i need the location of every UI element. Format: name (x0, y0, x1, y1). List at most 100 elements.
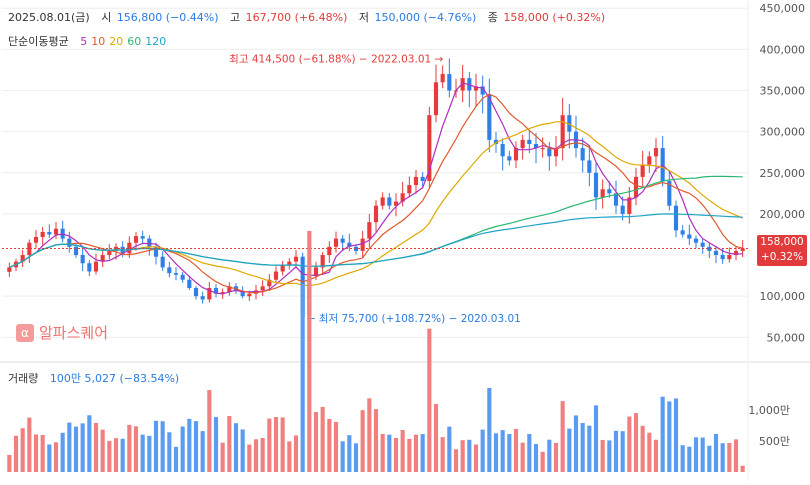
candle-body (473, 86, 479, 91)
high-annotation: 최고 414,500 (−61.88%) − 2022.03.01 → (229, 53, 443, 65)
volume-bar (27, 417, 32, 472)
volume-bar (147, 435, 152, 472)
candle-body (627, 197, 632, 214)
volume-bar (53, 442, 59, 472)
candle-body (547, 148, 552, 157)
volume-bar (347, 435, 352, 472)
ma-legend-item-5[interactable]: 5 (80, 35, 88, 48)
volume-bar (380, 433, 385, 472)
volume-bar (673, 398, 679, 472)
candle-body (107, 250, 112, 256)
volume-bar (333, 421, 339, 472)
candle-body (380, 197, 385, 206)
volume-bar (660, 396, 665, 472)
alpha-logo-icon: α (16, 323, 34, 342)
volume-bar (580, 422, 585, 472)
volume-bar (313, 411, 319, 472)
volume-bar (447, 426, 452, 472)
volume-bar (653, 439, 659, 472)
volume-bar (667, 401, 672, 472)
candle-body (707, 246, 712, 251)
volume-bar (307, 230, 312, 472)
volume-bar (507, 434, 512, 472)
candle-body (740, 248, 745, 251)
ma-legend-title: 단순이동평균 (8, 35, 69, 48)
candle-body (260, 286, 265, 291)
close-value: 158,000 (+0.32%) (503, 11, 606, 24)
candle-body (87, 263, 92, 272)
ma-legend[interactable]: 단순이동평균 5 10 20 60 120 (8, 33, 166, 49)
candle-body (733, 250, 739, 256)
candle-body (153, 246, 159, 257)
candle-body (213, 287, 219, 294)
candle-body (720, 255, 725, 260)
volume-bar (647, 432, 652, 472)
ma-legend-item-10[interactable]: 10 (91, 35, 106, 48)
candle-body (687, 234, 692, 239)
candle-body (493, 139, 499, 144)
volume-bar (207, 390, 212, 472)
ma-legend-item-120[interactable]: 120 (145, 35, 167, 48)
volume-bars-group (7, 230, 745, 472)
volume-bar (93, 422, 99, 472)
candle-body (7, 267, 12, 272)
candle-body (327, 246, 332, 256)
high-label: 고 (230, 11, 241, 24)
volume-bar (33, 434, 39, 472)
volume-bar (113, 438, 119, 472)
volume-bar (353, 443, 359, 472)
close-label: 종 (487, 11, 498, 24)
candle-body (40, 232, 45, 237)
y-tick-label: 400,000 (760, 43, 806, 56)
volume-bar (293, 435, 299, 472)
candle-body (293, 256, 299, 262)
volume-bar (220, 442, 225, 472)
candle-body (620, 205, 625, 214)
ma-legend-item-20[interactable]: 20 (109, 35, 124, 48)
ma-line-10 (9, 93, 743, 294)
candle-body (587, 160, 592, 173)
y-tick-label: 300,000 (760, 126, 806, 139)
candle-body (67, 238, 72, 247)
volume-bar (567, 428, 572, 472)
ma-legend-item-60[interactable]: 60 (127, 35, 142, 48)
volume-bar (620, 431, 625, 472)
candle-body (527, 139, 532, 144)
volume-bar (280, 417, 285, 472)
y-tick-label: 200,000 (760, 208, 806, 221)
candle-body (507, 156, 512, 161)
candle-body (393, 201, 399, 206)
open-label: 시 (101, 11, 112, 24)
alphasquare-logo: α 알파스퀘어 (16, 322, 108, 343)
candle-body (180, 274, 185, 280)
volume-label: 거래량 (8, 372, 39, 385)
candle-body (127, 242, 132, 254)
volume-bar (720, 443, 725, 472)
candle-body (387, 197, 392, 206)
volume-bar (20, 428, 25, 472)
candle-body (480, 86, 485, 95)
candle-body (713, 250, 719, 256)
candle-body (240, 291, 245, 297)
volume-bar (480, 429, 485, 472)
volume-bar (713, 433, 719, 472)
current-change: +0.32% (760, 251, 804, 263)
volume-bar (453, 449, 459, 472)
candle-body (227, 286, 232, 293)
candle-body (53, 228, 59, 235)
volume-bar (707, 445, 712, 472)
volume-bar (547, 439, 552, 472)
candle-body (267, 279, 272, 287)
volume-bar (487, 387, 492, 472)
candle-body (220, 292, 225, 294)
ohlc-header: 2025.08.01(금) 시 156,800 (−0.44%) 고 167,7… (8, 9, 607, 25)
candle-body (487, 94, 492, 140)
open-value: 156,800 (−0.44%) (116, 11, 219, 24)
volume-bar (360, 410, 365, 472)
candle-body (347, 242, 352, 247)
volume-bar (407, 438, 412, 472)
volume-bar (640, 425, 645, 472)
volume-bar (700, 437, 705, 472)
